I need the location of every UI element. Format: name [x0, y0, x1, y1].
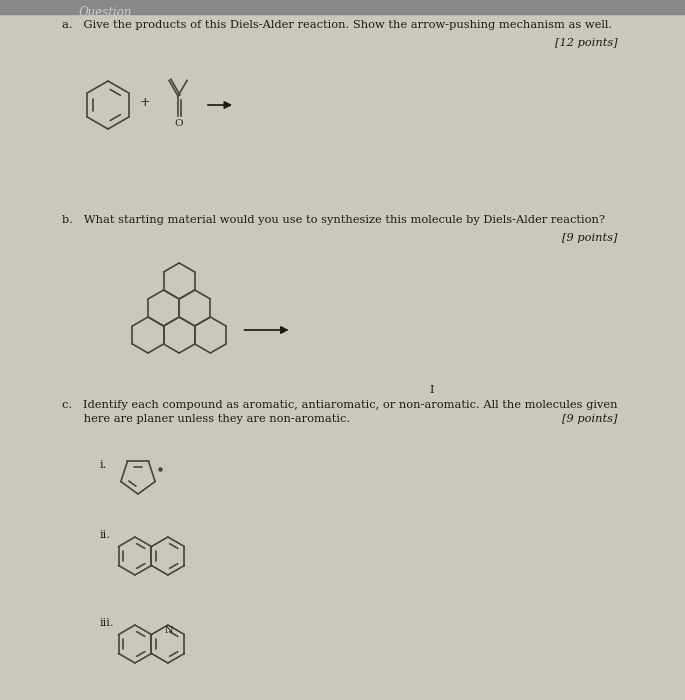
Text: N: N: [164, 626, 173, 635]
Text: +: +: [140, 97, 150, 109]
Text: i.: i.: [100, 460, 108, 470]
Text: Question: Question: [78, 5, 132, 18]
Text: iii.: iii.: [100, 618, 114, 628]
Text: ii.: ii.: [100, 530, 111, 540]
Text: [9 points]: [9 points]: [562, 233, 618, 243]
Text: here are planer unless they are non-aromatic.: here are planer unless they are non-arom…: [62, 414, 350, 424]
Text: a.   Give the products of this Diels-Alder reaction. Show the arrow-pushing mech: a. Give the products of this Diels-Alder…: [62, 20, 612, 30]
Text: b.   What starting material would you use to synthesize this molecule by Diels-A: b. What starting material would you use …: [62, 215, 605, 225]
Text: O: O: [175, 119, 184, 128]
Text: I: I: [429, 385, 434, 395]
Text: [12 points]: [12 points]: [556, 38, 618, 48]
Text: [9 points]: [9 points]: [562, 414, 618, 424]
Text: c.   Identify each compound as aromatic, antiaromatic, or non-aromatic. All the : c. Identify each compound as aromatic, a…: [62, 400, 617, 410]
